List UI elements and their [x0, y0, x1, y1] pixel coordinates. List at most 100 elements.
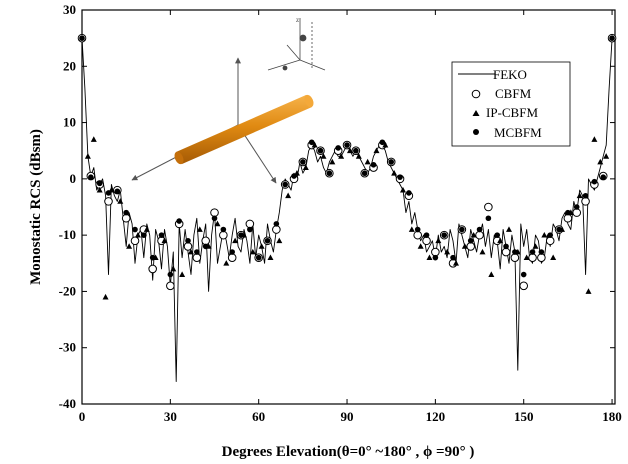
data-point-cbfm-13: [192, 253, 202, 262]
data-point-cbfm-44: [466, 242, 476, 251]
data-point-ip-cbfm-43: [444, 248, 451, 255]
data-point-cbfm-16: [219, 230, 228, 240]
data-point-ip-cbfm-48: [488, 271, 495, 277]
data-point-mcbfm-2: [96, 180, 103, 187]
data-point-ip-cbfm-3: [96, 186, 103, 193]
data-point-mcbfm-24: [291, 173, 297, 179]
data-point-ip-cbfm-39: [408, 226, 415, 232]
data-point-cbfm-48: [501, 247, 511, 257]
data-point-cbfm-55: [563, 213, 573, 223]
data-point-cbfm-50: [519, 281, 529, 291]
plot-area: [81, 9, 616, 405]
y-tick-label-7: 30: [63, 2, 76, 17]
data-point-mcbfm-43: [459, 226, 465, 233]
data-point-cbfm-40: [431, 247, 440, 257]
y-tick-label-5: 10: [63, 115, 76, 130]
data-point-mcbfm-59: [600, 174, 607, 180]
data-point-ip-cbfm-62: [603, 153, 610, 159]
data-point-ip-cbfm-24: [276, 237, 283, 244]
data-point-mcbfm-51: [529, 249, 536, 255]
data-point-cbfm-56: [572, 208, 582, 217]
data-point-ip-cbfm-37: [391, 170, 398, 176]
y-tick-label-2: -20: [59, 283, 76, 298]
data-point-cbfm-51: [528, 253, 537, 262]
data-point-mcbfm-40: [432, 254, 439, 261]
y-tick-label-0: -40: [59, 396, 76, 411]
data-point-ip-cbfm-25: [285, 192, 292, 199]
data-point-ip-cbfm-22: [258, 243, 265, 249]
data-point-mcbfm-19: [247, 226, 253, 233]
data-point-ip-cbfm-38: [399, 186, 406, 193]
series-ip-cbfm: [79, 34, 616, 300]
data-point-mcbfm-56: [573, 204, 580, 210]
data-point-ip-cbfm-1: [84, 153, 91, 159]
data-point-ip-cbfm-9: [143, 226, 150, 232]
data-point-cbfm-10: [166, 281, 175, 291]
y-axis-label: Monostatic RCS (dBsm): [28, 129, 44, 285]
y-tick-label-3: -10: [59, 227, 76, 242]
data-point-ip-cbfm-42: [435, 237, 442, 244]
data-point-ip-cbfm-19: [232, 237, 239, 244]
data-point-ip-cbfm-61: [597, 158, 604, 165]
data-point-ip-cbfm-41: [426, 254, 433, 261]
data-point-mcbfm-58: [591, 178, 598, 185]
data-point-mcbfm-46: [485, 215, 492, 222]
data-point-mcbfm-38: [414, 226, 421, 233]
data-point-mcbfm-48: [503, 243, 509, 250]
data-point-mcbfm-15: [211, 215, 218, 222]
data-point-ip-cbfm-45: [461, 243, 468, 249]
legend-label-feko: FEKO: [493, 67, 527, 82]
data-point-cbfm-19: [245, 219, 255, 229]
x-tick-label-2: 60: [252, 409, 265, 424]
cylinder-geometry-inset: z: [131, 16, 326, 184]
data-point-cbfm-46: [484, 202, 493, 212]
series-layer: [77, 33, 617, 382]
data-point-cbfm-49: [510, 253, 520, 262]
data-point-mcbfm-6: [132, 226, 138, 233]
data-point-mcbfm-49: [512, 249, 518, 255]
data-point-mcbfm-0: [79, 35, 85, 41]
data-point-mcbfm-47: [494, 232, 501, 238]
data-point-ip-cbfm-2: [90, 136, 97, 142]
data-point-ip-cbfm-15: [196, 226, 203, 232]
data-point-mcbfm-42: [450, 254, 456, 261]
data-point-cbfm-22: [272, 225, 281, 234]
data-point-mcbfm-28: [326, 170, 333, 177]
data-point-mcbfm-60: [609, 35, 615, 41]
data-point-ip-cbfm-14: [187, 248, 194, 255]
data-point-mcbfm-27: [317, 147, 324, 154]
data-point-ip-cbfm-21: [249, 248, 256, 255]
legend-label-ip-cbfm: IP-CBFM: [486, 105, 538, 120]
series-mcbfm: [79, 35, 615, 278]
data-point-ip-cbfm-4: [102, 293, 109, 300]
data-point-ip-cbfm-58: [576, 192, 583, 199]
data-point-mcbfm-14: [202, 243, 209, 250]
svg-text:z: z: [296, 16, 299, 24]
data-point-mcbfm-13: [194, 249, 200, 255]
data-point-mcbfm-20: [255, 254, 262, 261]
data-point-ip-cbfm-29: [320, 153, 327, 159]
data-point-mcbfm-31: [353, 147, 359, 154]
data-point-ip-cbfm-52: [523, 254, 530, 261]
legend-item-mcbfm: MCBFM: [473, 125, 542, 140]
data-point-cbfm-39: [422, 236, 431, 246]
data-point-mcbfm-3: [105, 190, 112, 196]
legend: FEKO CBFM IP-CBFM MCBFM: [451, 61, 571, 147]
data-point-mcbfm-11: [176, 218, 182, 224]
data-point-ip-cbfm-30: [329, 158, 336, 165]
data-point-ip-cbfm-13: [179, 271, 186, 277]
data-point-mcbfm-1: [88, 174, 94, 180]
data-point-ip-cbfm-18: [223, 260, 230, 266]
data-point-mcbfm-17: [229, 249, 235, 255]
data-point-mcbfm-8: [149, 254, 156, 261]
data-point-mcbfm-23: [282, 181, 288, 188]
x-axis-label: Degrees Elevation(θ=0° ~180° , ϕ =90° ): [222, 444, 475, 460]
data-point-cbfm-3: [104, 197, 113, 206]
cylinder-rod: [174, 94, 314, 165]
data-point-cbfm-57: [581, 197, 590, 206]
data-point-ip-cbfm-44: [452, 260, 459, 266]
data-point-ip-cbfm-49: [497, 237, 504, 244]
data-point-cbfm-53: [545, 236, 555, 246]
data-point-mcbfm-33: [370, 161, 377, 168]
data-point-ip-cbfm-60: [591, 136, 598, 142]
